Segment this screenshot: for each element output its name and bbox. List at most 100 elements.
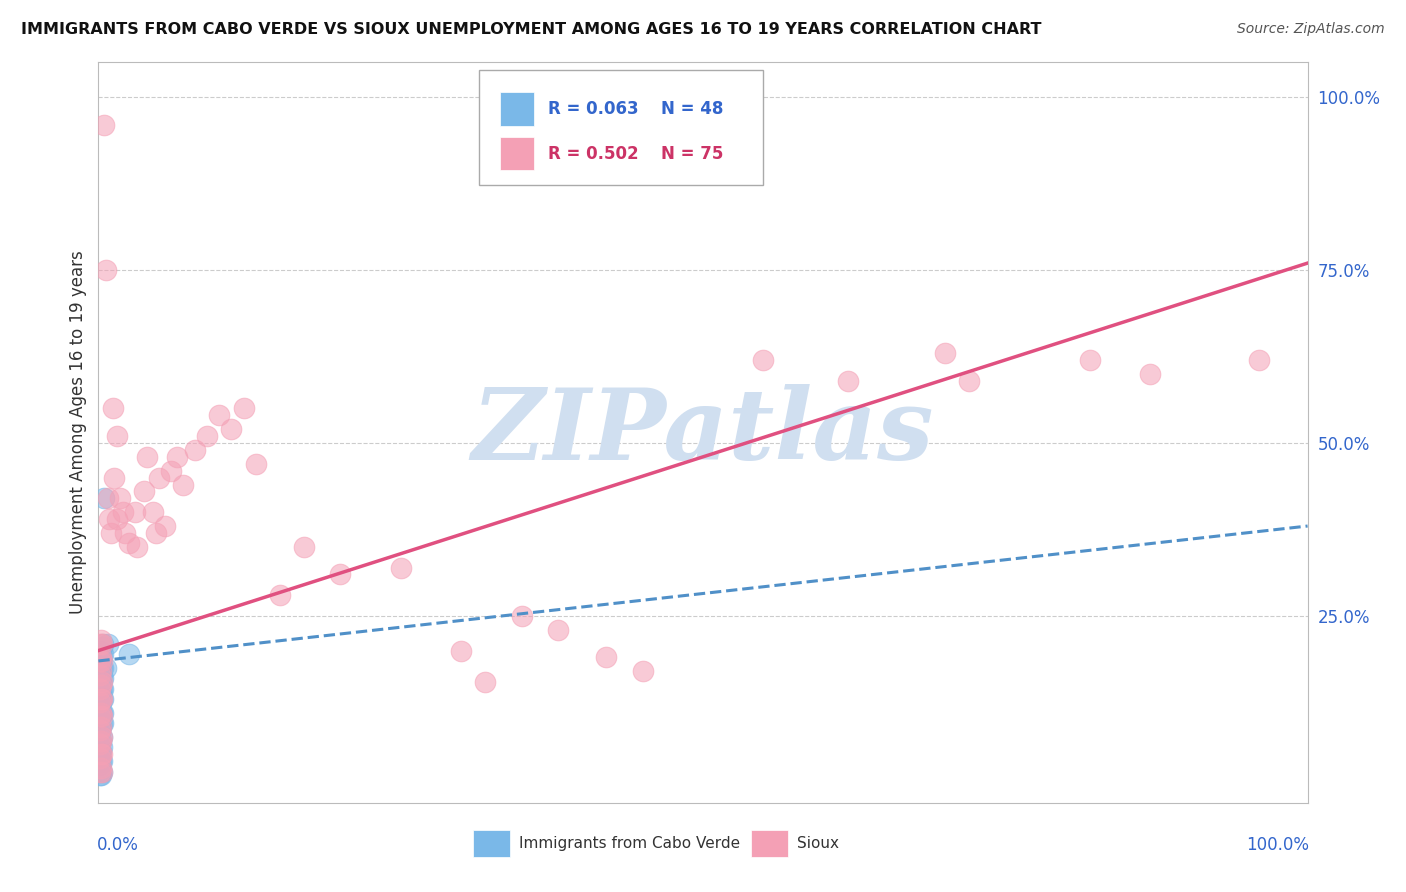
Point — [142, 505, 165, 519]
Point — [90, 696, 112, 710]
Point — [148, 470, 170, 484]
Point — [90, 650, 112, 665]
Point — [934, 346, 956, 360]
Point — [90, 706, 112, 720]
Point — [89, 702, 111, 716]
Point — [91, 709, 114, 723]
Point — [172, 477, 194, 491]
Point — [90, 754, 112, 768]
Point — [91, 647, 114, 661]
Text: N = 48: N = 48 — [661, 100, 723, 118]
Point — [1139, 367, 1161, 381]
Point — [90, 665, 112, 679]
Point — [93, 118, 115, 132]
Point — [91, 692, 114, 706]
Text: N = 75: N = 75 — [661, 145, 723, 162]
Point — [91, 637, 114, 651]
Point — [100, 525, 122, 540]
Point — [90, 692, 112, 706]
Point — [195, 429, 218, 443]
Point — [93, 491, 115, 506]
Point — [118, 647, 141, 661]
Point — [89, 757, 111, 772]
Point — [89, 737, 111, 751]
Point — [90, 654, 112, 668]
Point — [134, 484, 156, 499]
Point — [91, 640, 114, 654]
Point — [90, 633, 112, 648]
Point — [111, 505, 134, 519]
Point — [89, 647, 111, 661]
Y-axis label: Unemployment Among Ages 16 to 19 years: Unemployment Among Ages 16 to 19 years — [69, 251, 87, 615]
Point — [103, 470, 125, 484]
Point — [89, 709, 111, 723]
Point — [89, 681, 111, 696]
Point — [91, 764, 114, 779]
Point — [91, 747, 114, 762]
Point — [90, 665, 112, 679]
Text: 100.0%: 100.0% — [1246, 836, 1309, 855]
Text: ZIPatlas: ZIPatlas — [472, 384, 934, 481]
Point — [89, 751, 111, 765]
Point — [91, 650, 114, 665]
Point — [105, 429, 128, 443]
Point — [101, 401, 124, 416]
Point — [89, 637, 111, 651]
Point — [547, 623, 569, 637]
Point — [89, 667, 111, 681]
Point — [89, 681, 111, 696]
Point — [90, 678, 112, 692]
Point — [1078, 353, 1101, 368]
Point — [105, 512, 128, 526]
Point — [91, 681, 114, 696]
Point — [91, 674, 114, 689]
Point — [89, 723, 111, 738]
Point — [221, 422, 243, 436]
Point — [89, 716, 111, 731]
Text: Immigrants from Cabo Verde: Immigrants from Cabo Verde — [519, 836, 741, 851]
Point — [329, 567, 352, 582]
Point — [631, 665, 654, 679]
Point — [90, 720, 112, 734]
Point — [89, 661, 111, 675]
Point — [208, 409, 231, 423]
Point — [98, 512, 121, 526]
Point — [90, 643, 112, 657]
Text: R = 0.502: R = 0.502 — [548, 145, 638, 162]
Point — [91, 654, 114, 668]
Point — [89, 696, 111, 710]
Point — [97, 637, 120, 651]
Point — [91, 730, 114, 744]
Bar — [501, 93, 534, 126]
Point — [269, 588, 291, 602]
Text: IMMIGRANTS FROM CABO VERDE VS SIOUX UNEMPLOYMENT AMONG AGES 16 TO 19 YEARS CORRE: IMMIGRANTS FROM CABO VERDE VS SIOUX UNEM… — [21, 22, 1042, 37]
Point — [160, 464, 183, 478]
Point — [91, 692, 114, 706]
Bar — [751, 830, 787, 857]
Point — [232, 401, 254, 416]
Text: 0.0%: 0.0% — [97, 836, 139, 855]
Point — [153, 519, 176, 533]
Point — [94, 263, 117, 277]
Point — [89, 654, 111, 668]
Point — [166, 450, 188, 464]
Text: Sioux: Sioux — [797, 836, 839, 851]
Point — [837, 374, 859, 388]
Point — [127, 540, 149, 554]
Bar — [474, 830, 509, 857]
Point — [245, 457, 267, 471]
Point — [389, 560, 412, 574]
Point — [91, 706, 114, 720]
Point — [90, 744, 112, 758]
Point — [90, 674, 112, 689]
Point — [91, 764, 114, 779]
Point — [89, 726, 111, 740]
Point — [145, 525, 167, 540]
Point — [957, 374, 980, 388]
Point — [91, 706, 114, 720]
Point — [91, 730, 114, 744]
Point — [91, 740, 114, 755]
Point — [184, 442, 207, 457]
Point — [89, 747, 111, 762]
Text: R = 0.063: R = 0.063 — [548, 100, 638, 118]
